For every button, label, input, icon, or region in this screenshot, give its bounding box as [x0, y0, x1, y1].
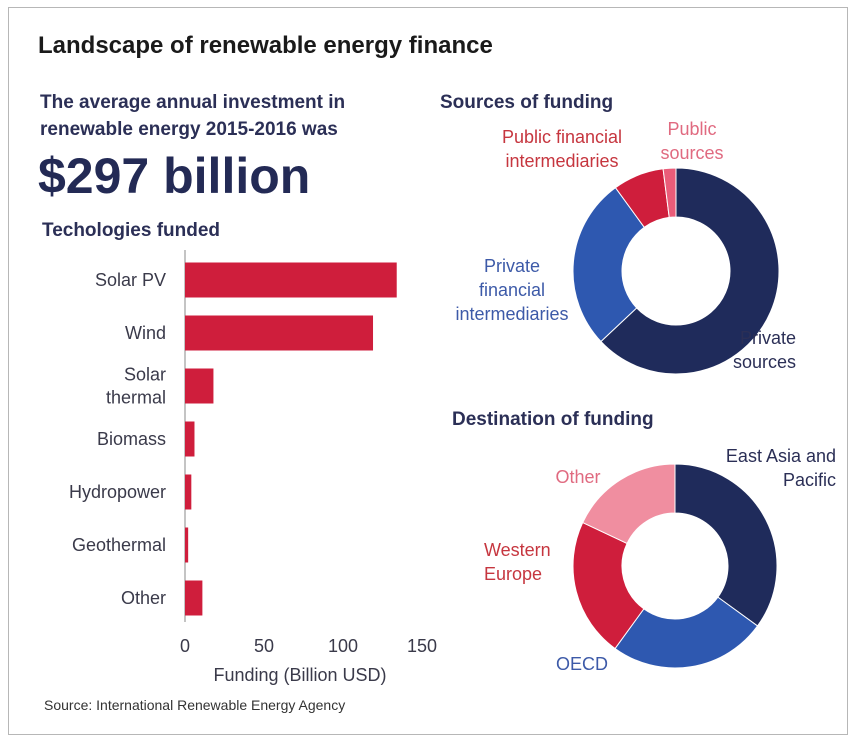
- destination-slice-label-0: East Asia and Pacific: [726, 446, 836, 490]
- technologies-bar-chart: Solar PV Wind Solar thermal Biomass Hydropowe…: [69, 250, 437, 685]
- bar-2: [185, 368, 214, 404]
- destination-donut-chart: East Asia and Pacific OECD Western Europe Oth…: [484, 446, 836, 674]
- sources-slice-label-3: Public sources: [660, 119, 723, 163]
- x-axis-label: Funding (Billion USD): [213, 665, 386, 685]
- sources-slice-0: [600, 167, 780, 375]
- destination-slice-label-3: Other: [555, 467, 600, 487]
- bar-category-label-6: Other: [121, 588, 166, 608]
- bar-chart-title: Techologies funded: [42, 220, 221, 241]
- page-title: Landscape of renewable energy finance: [38, 32, 493, 59]
- source-note: Source: International Renewable Energy A…: [44, 697, 346, 713]
- bar-category-label-4: Hydropower: [69, 482, 166, 502]
- sources-slice-1: [572, 186, 645, 343]
- sources-slice-label-0: Private sources: [733, 328, 796, 372]
- destination-slice-1: [614, 596, 759, 669]
- sources-slice-3: [662, 167, 677, 218]
- destination-slice-3: [582, 463, 676, 545]
- x-tick-label-0: 0: [180, 636, 190, 656]
- bar-category-label-5: Geothermal: [72, 535, 166, 555]
- x-tick-label-2: 100: [328, 636, 358, 656]
- bar-0: [185, 262, 397, 298]
- sources-slice-label-2: Public financial intermediaries: [502, 127, 622, 171]
- sources-slice-label-1: Private financial intermediaries: [455, 256, 568, 324]
- bar-category-label-3: Biomass: [97, 429, 166, 449]
- bar-1: [185, 315, 374, 351]
- bar-category-label-2: Solar thermal: [106, 365, 166, 408]
- x-tick-label-1: 50: [254, 636, 274, 656]
- destination-slice-label-1: OECD: [556, 654, 608, 674]
- bar-category-label-1: Wind: [125, 323, 166, 343]
- bar-6: [185, 580, 203, 616]
- x-tick-label-3: 150: [407, 636, 437, 656]
- intro-line-2: renewable energy 2015-2016 was: [40, 119, 338, 140]
- sources-chart-title: Sources of funding: [440, 92, 614, 113]
- bar-5: [185, 527, 189, 563]
- investment-amount: $297 billion: [38, 148, 311, 204]
- destination-slice-0: [674, 463, 778, 627]
- sources-donut-chart: Private sources Private financial intermedia…: [455, 119, 796, 375]
- bar-4: [185, 474, 192, 510]
- destination-chart-title: Destination of funding: [452, 409, 654, 430]
- destination-slice-label-2: Western Europe: [484, 540, 551, 584]
- bar-category-label-0: Solar PV: [95, 270, 166, 290]
- bar-3: [185, 421, 195, 457]
- intro-line-1: The average annual investment in: [40, 92, 346, 113]
